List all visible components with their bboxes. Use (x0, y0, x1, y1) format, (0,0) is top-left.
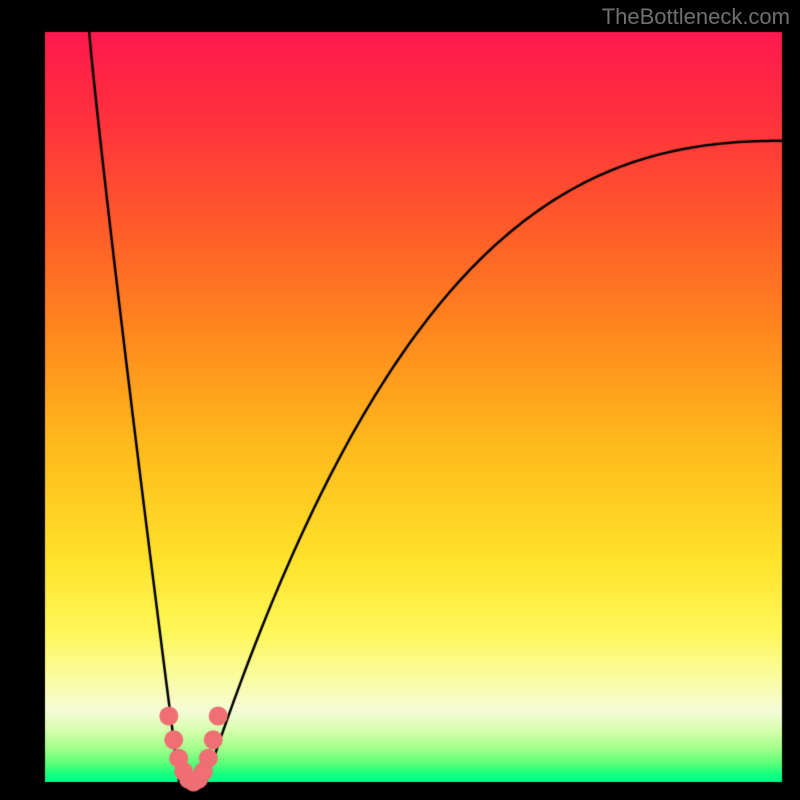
bottleneck-curve-chart (0, 0, 800, 800)
chart-stage: TheBottleneck.com (0, 0, 800, 800)
